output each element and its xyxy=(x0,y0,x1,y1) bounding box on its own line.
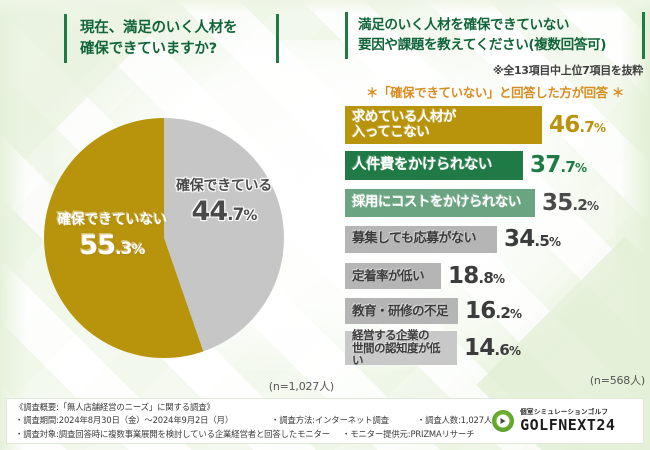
pie-chart-slices xyxy=(44,118,284,358)
bar-value: 18.8% xyxy=(448,262,505,289)
brand-tagline: 個室シミュレーションゴルフ xyxy=(520,408,609,417)
footer-line-2: ・調査期間:2024年8月30日（金）～2024年9月2日（月） ・調査方法:イ… xyxy=(15,414,492,427)
brand-logo[interactable]: 個室シミュレーションゴルフ GOLFNEXT24 xyxy=(492,409,643,433)
golf-tee-icon xyxy=(500,417,506,424)
bar-value-dec: .7 xyxy=(560,158,575,176)
bar-value-dec: .7 xyxy=(579,117,594,136)
bar-value-int: 34 xyxy=(504,226,535,252)
bar-value: 46.7% xyxy=(549,111,606,138)
bar-value-int: 18 xyxy=(448,262,479,289)
footer-monitor-provider: ・モニター提供元:PRIZMAリサーチ xyxy=(341,428,475,439)
bar-value-int: 35 xyxy=(542,189,573,216)
bar-value-dec: .6 xyxy=(494,340,509,359)
footer-bar: 《調査概要:「無人店舗経営のニーズ」に関する調査》 ・調査期間:2024年8月3… xyxy=(6,398,644,444)
bar-row: 採用にコストをかけられない 35.2% xyxy=(345,189,599,217)
bar-value-dec: .8 xyxy=(478,268,493,287)
bar-segment: 人件費をかけられない xyxy=(345,151,523,180)
right-panel-heading-box: 満足のいく人材を確保できていない 要因や課題を教えてください(複数回答可) xyxy=(345,12,645,60)
bar-value-int: 16 xyxy=(465,297,496,324)
footer-survey-title: 《調査概要:「無人店舗経営のニーズ」に関する調査》 xyxy=(15,402,215,413)
bar-value: 37.7% xyxy=(530,152,587,178)
bar-row: 募集しても応募がない 34.5% xyxy=(345,226,561,253)
footer-survey-method: ・調査方法:インターネット調査 xyxy=(271,415,389,426)
left-panel-heading-text: 現在、満足のいく人材を 確保できていますか? xyxy=(80,20,238,57)
left-panel-heading-box: 現在、満足のいく人材を 確保できていますか? xyxy=(64,14,279,64)
bar-value-int: 14 xyxy=(464,334,495,361)
bar-segment: 求めている人材が 入ってこない xyxy=(345,106,542,144)
pie-sample-size: (n=1,027人) xyxy=(268,380,334,393)
bar-row: 人件費をかけられない 37.7% xyxy=(345,151,587,180)
bar-value: 34.5% xyxy=(504,226,561,252)
pie-chart: 確保できている 44.7% 確保できていない 55.3% xyxy=(44,118,284,358)
bar-value-dec: .2 xyxy=(495,303,510,322)
right-panel-heading-text: 満足のいく人材を確保できていない 要因や課題を教えてください(複数回答可) xyxy=(358,17,607,53)
footer-line-3: ・調査対象:調査回答時に複数事業展開を検討している企業経営者と回答したモニター … xyxy=(15,428,492,441)
bar-value-pct: % xyxy=(574,161,587,175)
bar-row: 定着率が低い 18.8% xyxy=(345,262,505,289)
bar-row: 教育・研修の不足 16.2% xyxy=(345,297,522,324)
background-edge-right xyxy=(620,0,650,450)
bar-value-dec: .5 xyxy=(534,232,549,250)
bar-value: 35.2% xyxy=(542,189,599,216)
right-panel-respondent-note: ＊「確保できていない」と回答した方が回答 ＊ xyxy=(366,85,624,100)
bar-value-pct: % xyxy=(548,235,561,249)
bar-segment: 経営する企業の 世間の認知度が低い xyxy=(345,329,457,366)
bar-value-pct: % xyxy=(492,271,505,286)
golf-ball-icon xyxy=(492,410,515,432)
footer-line-1: 《調査概要:「無人店舗経営のニーズ」に関する調査》 xyxy=(15,401,492,414)
bar-value-int: 37 xyxy=(530,152,561,178)
bar-chart-sample-size: (n=568人) xyxy=(589,374,645,387)
background-edge-left xyxy=(0,0,26,450)
right-panel-excerpt-note: ※全13項目中上位7項目を抜粋 xyxy=(492,64,643,77)
brand-logo-text: 個室シミュレーションゴルフ GOLFNEXT24 xyxy=(520,409,615,433)
background-edge-top xyxy=(0,0,650,14)
brand-name: GOLFNEXT24 xyxy=(520,415,616,434)
bar-segment: 募集しても応募がない xyxy=(345,226,497,253)
bar-value: 14.6% xyxy=(464,334,521,361)
bar-segment: 教育・研修の不足 xyxy=(345,298,458,324)
footer-survey-info: 《調査概要:「無人店舗経営のニーズ」に関する調査》 ・調査期間:2024年8月3… xyxy=(7,401,492,441)
bar-value-pct: % xyxy=(509,306,522,321)
footer-survey-count: ・調査人数:1,027人 xyxy=(416,415,493,426)
footer-survey-target: ・調査対象:調査回答時に複数事業展開を検討している企業経営者と回答したモニター xyxy=(15,428,330,439)
bar-value-pct: % xyxy=(593,120,606,135)
bar-row: 経営する企業の 世間の認知度が低い 14.6% xyxy=(345,329,521,366)
bar-value-pct: % xyxy=(586,198,599,213)
bar-value-int: 46 xyxy=(549,111,580,138)
bar-chart: 求めている人材が 入ってこない 46.7% 人件費をかけられない 37.7% 採用にコス… xyxy=(345,106,645,368)
footer-survey-period: ・調査期間:2024年8月30日（金）～2024年9月2日（月） xyxy=(15,415,234,426)
bar-segment: 採用にコストをかけられない xyxy=(345,189,535,217)
bar-value-pct: % xyxy=(508,343,521,358)
bar-value-dec: .2 xyxy=(572,195,587,214)
bar-segment: 定着率が低い xyxy=(345,263,441,289)
bar-value: 16.2% xyxy=(465,297,522,324)
bar-row: 求めている人材が 入ってこない 46.7% xyxy=(345,106,606,144)
